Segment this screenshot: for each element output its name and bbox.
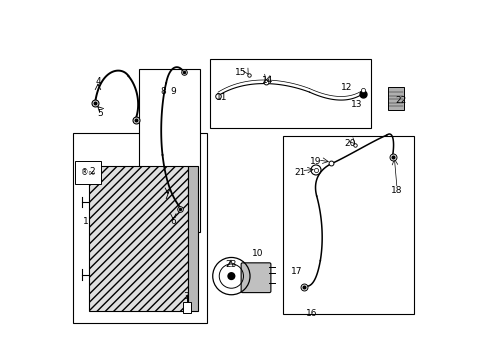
Text: 17: 17	[291, 267, 302, 276]
Bar	[283, 136, 414, 315]
Text: 15: 15	[235, 68, 246, 77]
Text: 1: 1	[82, 217, 88, 226]
Text: 19: 19	[310, 157, 322, 166]
Circle shape	[228, 273, 235, 279]
Text: 10: 10	[252, 249, 263, 258]
Text: 18: 18	[391, 185, 402, 194]
Bar	[188, 166, 198, 311]
Bar	[210, 59, 370, 128]
Text: 6: 6	[171, 217, 176, 226]
Text: ®₀₀: ®₀₀	[81, 168, 95, 177]
Text: 8: 8	[160, 86, 166, 95]
Bar	[89, 166, 188, 311]
Bar	[389, 87, 403, 110]
Text: 7: 7	[163, 192, 169, 201]
Text: 23: 23	[225, 260, 236, 269]
Text: 9: 9	[171, 86, 176, 95]
FancyBboxPatch shape	[241, 263, 271, 293]
Text: 3: 3	[183, 292, 189, 301]
Text: 13: 13	[351, 100, 363, 109]
Text: 21: 21	[294, 168, 306, 177]
Text: 20: 20	[344, 139, 356, 148]
Bar	[75, 161, 101, 184]
Text: 2: 2	[90, 167, 96, 176]
Bar	[73, 134, 207, 323]
Text: 4: 4	[95, 77, 101, 86]
Text: 22: 22	[395, 96, 407, 105]
Text: 11: 11	[216, 93, 227, 102]
Text: 16: 16	[306, 309, 317, 318]
Text: 14: 14	[262, 76, 273, 85]
Bar	[183, 302, 191, 313]
Text: 5: 5	[97, 109, 102, 118]
Bar	[139, 69, 200, 232]
Text: 12: 12	[341, 83, 352, 92]
